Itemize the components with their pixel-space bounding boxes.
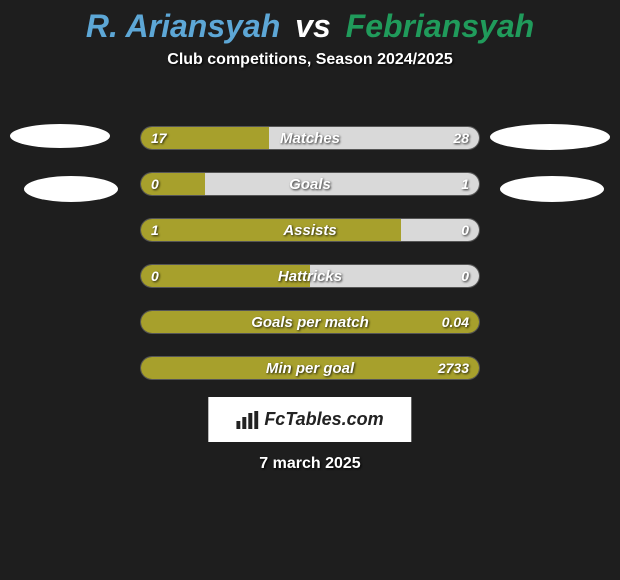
stat-row: 01Goals bbox=[140, 172, 480, 196]
date-text: 7 march 2025 bbox=[0, 455, 620, 473]
stat-row: 00Hattricks bbox=[140, 264, 480, 288]
brand-text: FcTables.com bbox=[264, 409, 383, 430]
comparison-bars: 1728Matches 01Goals 10Assists 00Hattricks 0.… bbox=[140, 126, 480, 402]
comparison-infographic: R. Ariansyah vs Febriansyah Club competi… bbox=[0, 0, 620, 580]
stat-label: Assists bbox=[141, 219, 479, 241]
stat-row: 10Assists bbox=[140, 218, 480, 242]
player1-badge-top bbox=[10, 124, 110, 148]
bars-icon bbox=[236, 411, 258, 429]
player2-name: Febriansyah bbox=[346, 8, 535, 44]
subtitle: Club competitions, Season 2024/2025 bbox=[0, 51, 620, 69]
stat-label: Goals per match bbox=[141, 311, 479, 333]
stat-label: Hattricks bbox=[141, 265, 479, 287]
player1-badge-bottom bbox=[24, 176, 118, 202]
stat-row: 2733Min per goal bbox=[140, 356, 480, 380]
player2-badge-bottom bbox=[500, 176, 604, 202]
stat-label: Matches bbox=[141, 127, 479, 149]
vs-text: vs bbox=[295, 8, 331, 44]
stat-label: Goals bbox=[141, 173, 479, 195]
brand-box: FcTables.com bbox=[208, 397, 411, 442]
stat-row: 0.04Goals per match bbox=[140, 310, 480, 334]
stat-label: Min per goal bbox=[141, 357, 479, 379]
page-title: R. Ariansyah vs Febriansyah bbox=[0, 0, 620, 45]
player2-badge-top bbox=[490, 124, 610, 150]
stat-row: 1728Matches bbox=[140, 126, 480, 150]
player1-name: R. Ariansyah bbox=[86, 8, 280, 44]
